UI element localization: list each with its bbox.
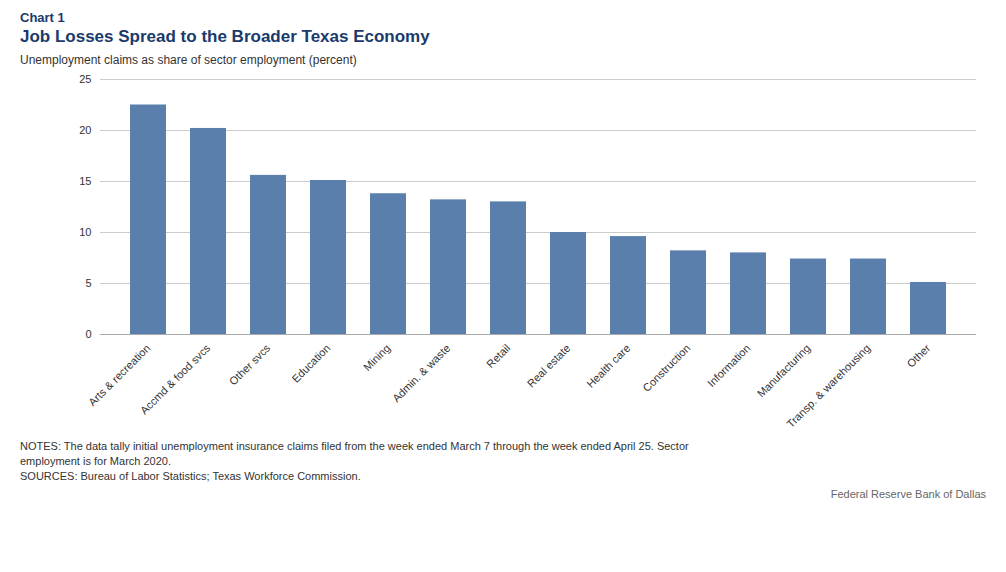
svg-text:Accmd & food svcs: Accmd & food svcs — [138, 341, 213, 416]
html-text:Federal Reserve Bank of Dallas: Federal Reserve Bank of Dallas — [830, 487, 986, 500]
svg-text:Arts & recreation: Arts & recreation — [86, 342, 152, 408]
svg-text:Construction: Construction — [640, 342, 692, 394]
svg-text:Transp. & warehousing: Transp. & warehousing — [784, 342, 872, 430]
svg-text:15: 15 — [79, 175, 91, 187]
svg-text:25: 25 — [79, 73, 91, 85]
html-text:Job Losses Spread to the Broad: Job Losses Spread to the Broader Texas E… — [20, 27, 430, 46]
svg-text:Health care: Health care — [584, 342, 632, 390]
html-text:Chart 1: Chart 1 — [20, 10, 65, 25]
html-text:Unemployment claims as share o: Unemployment claims as share of sector e… — [20, 53, 357, 67]
svg-text:Other svcs: Other svcs — [227, 341, 273, 387]
svg-text:Real estate: Real estate — [525, 342, 573, 390]
html-text:NOTES: The data tally initial: NOTES: The data tally initial unemployme… — [20, 440, 689, 452]
svg-text:5: 5 — [85, 277, 91, 289]
svg-text:Information: Information — [705, 342, 752, 389]
svg-text:20: 20 — [79, 124, 91, 136]
svg-text:Other: Other — [904, 342, 932, 370]
html-text:employment is for March 2020.: employment is for March 2020. — [20, 454, 171, 467]
svg-text:Education: Education — [289, 342, 332, 385]
svg-text:Retail: Retail — [484, 342, 512, 370]
svg-text:Mining: Mining — [361, 342, 392, 373]
svg-text:Manufacturing: Manufacturing — [755, 342, 813, 400]
svg-text:Admin. & waste: Admin. & waste — [390, 342, 453, 405]
svg-text:0: 0 — [85, 328, 91, 340]
html-text:SOURCES: Bureau of Labor Stati: SOURCES: Bureau of Labor Statistics; Tex… — [20, 469, 361, 482]
svg-text:10: 10 — [79, 226, 91, 238]
